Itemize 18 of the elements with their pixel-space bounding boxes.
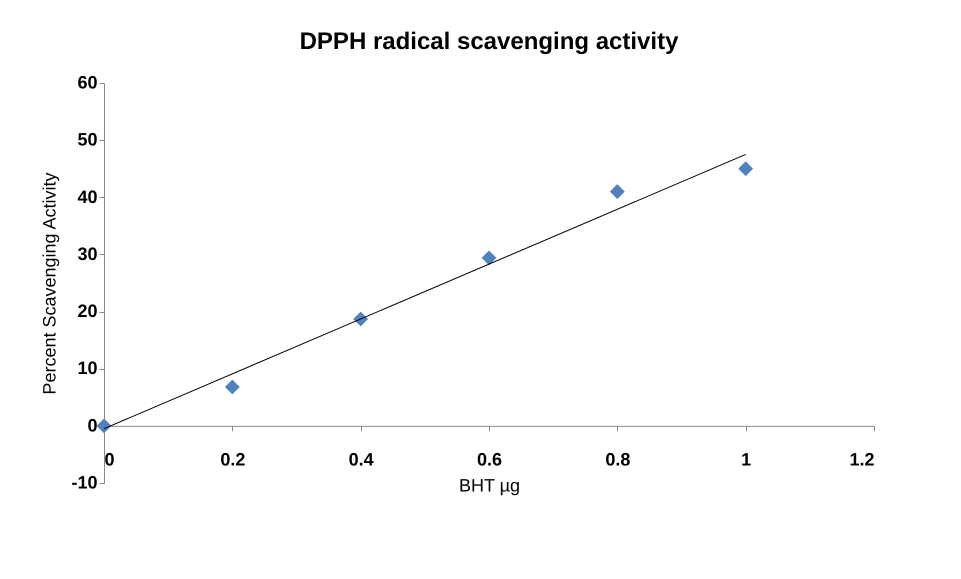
x-tick-label: 0.4 — [348, 449, 374, 470]
y-tick-label: -10 — [71, 472, 98, 492]
y-tick-label: 30 — [77, 244, 98, 264]
y-tick-label: 60 — [77, 72, 98, 92]
x-tick-label: 0.6 — [476, 449, 502, 470]
x-tick-label: 0.2 — [220, 449, 246, 470]
x-tick-label: 1.2 — [849, 449, 874, 470]
y-tick-label: 20 — [77, 301, 98, 322]
x-axis-title: BHT µg — [458, 475, 520, 496]
x-tick-label: 1 — [741, 449, 752, 470]
y-tick-label: 10 — [77, 358, 98, 378]
y-tick-label: 40 — [77, 186, 98, 207]
y-tick-label: 0 — [87, 415, 98, 436]
y-axis-title: Percent Scavenging Activity — [39, 172, 60, 395]
x-tick-label: 0 — [104, 449, 115, 470]
x-tick-label: 0.8 — [605, 449, 630, 470]
chart-title: DPPH radical scavenging activity — [300, 28, 680, 55]
y-tick-label: 50 — [77, 130, 98, 150]
